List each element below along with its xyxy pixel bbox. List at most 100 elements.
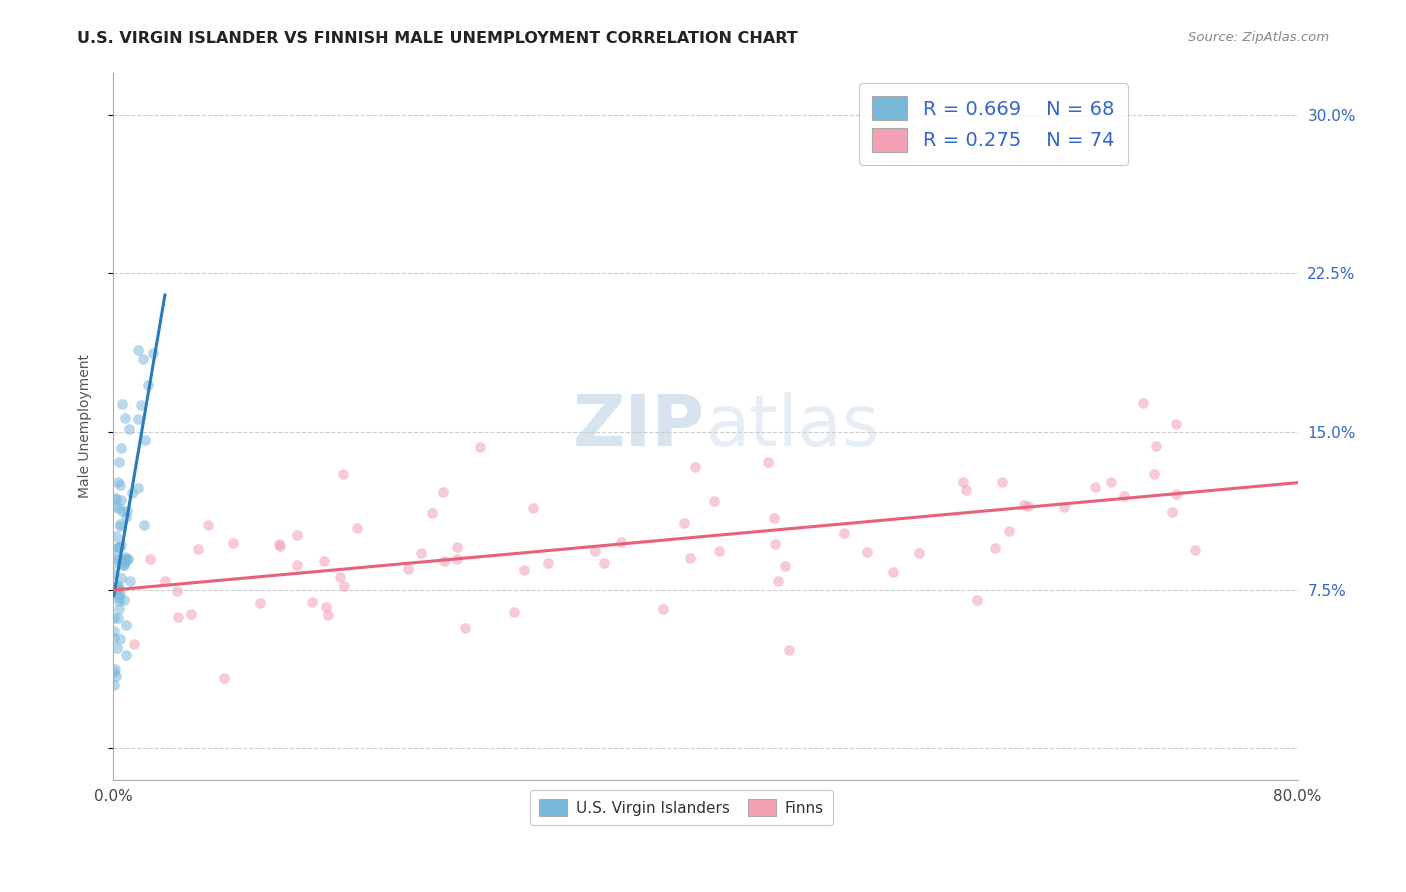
Point [329, 570, 352, 584]
Point [454, 621, 477, 635]
Point [127, 343, 149, 357]
Point [103, 678, 125, 692]
Point [955, 483, 977, 498]
Point [332, 579, 354, 593]
Point [180, 607, 202, 622]
Point [107, 455, 129, 469]
Point [212, 671, 235, 685]
Point [513, 563, 536, 577]
Point [110, 632, 132, 646]
Point [316, 607, 339, 622]
Point [1164, 487, 1187, 501]
Point [111, 397, 134, 411]
Point [990, 475, 1012, 489]
Point [610, 534, 633, 549]
Point [167, 610, 190, 624]
Point [114, 555, 136, 569]
Legend: U.S. Virgin Islanders, Finns: U.S. Virgin Islanders, Finns [530, 790, 834, 825]
Point [107, 540, 129, 554]
Point [110, 493, 132, 508]
Point [107, 552, 129, 566]
Point [107, 500, 129, 515]
Point [107, 611, 129, 625]
Point [763, 510, 786, 524]
Point [103, 665, 125, 679]
Point [105, 579, 128, 593]
Point [108, 517, 131, 532]
Point [998, 524, 1021, 538]
Point [432, 485, 454, 500]
Point [952, 475, 974, 490]
Point [108, 601, 131, 615]
Point [763, 537, 786, 551]
Point [315, 600, 337, 615]
Point [420, 506, 443, 520]
Point [110, 587, 132, 601]
Point [103, 624, 125, 639]
Point [111, 558, 134, 573]
Point [446, 552, 468, 566]
Point [112, 558, 135, 573]
Point [129, 398, 152, 412]
Point [122, 637, 145, 651]
Point [107, 475, 129, 489]
Y-axis label: Male Unemployment: Male Unemployment [79, 354, 93, 499]
Point [1142, 467, 1164, 481]
Point [115, 510, 138, 524]
Point [110, 537, 132, 551]
Point [1166, 417, 1188, 431]
Point [117, 552, 139, 566]
Point [1017, 499, 1039, 513]
Point [984, 541, 1007, 556]
Point [110, 571, 132, 585]
Point [108, 582, 131, 596]
Point [103, 611, 125, 625]
Point [1160, 505, 1182, 519]
Point [104, 491, 127, 506]
Point [433, 554, 456, 568]
Point [1053, 500, 1076, 515]
Text: atlas: atlas [706, 392, 880, 461]
Point [249, 596, 271, 610]
Point [766, 574, 789, 588]
Point [114, 552, 136, 566]
Point [127, 412, 149, 426]
Point [1132, 395, 1154, 409]
Point [908, 546, 931, 560]
Point [142, 346, 165, 360]
Point [111, 503, 134, 517]
Point [1184, 542, 1206, 557]
Point [285, 528, 308, 542]
Point [114, 410, 136, 425]
Point [105, 587, 128, 601]
Point [114, 549, 136, 564]
Point [468, 440, 491, 454]
Point [103, 566, 125, 581]
Point [107, 540, 129, 554]
Point [832, 526, 855, 541]
Point [107, 579, 129, 593]
Point [187, 541, 209, 556]
Text: U.S. VIRGIN ISLANDER VS FINNISH MALE UNEMPLOYMENT CORRELATION CHART: U.S. VIRGIN ISLANDER VS FINNISH MALE UNE… [77, 31, 799, 46]
Point [104, 582, 127, 597]
Point [197, 518, 219, 533]
Point [110, 441, 132, 455]
Point [537, 556, 560, 570]
Point [105, 668, 128, 682]
Point [117, 551, 139, 566]
Point [118, 422, 141, 436]
Point [346, 521, 368, 535]
Point [118, 574, 141, 589]
Point [166, 583, 188, 598]
Point [683, 459, 706, 474]
Point [115, 617, 138, 632]
Text: Source: ZipAtlas.com: Source: ZipAtlas.com [1188, 31, 1329, 45]
Point [127, 481, 149, 495]
Point [411, 546, 433, 560]
Point [592, 556, 614, 570]
Point [108, 478, 131, 492]
Point [104, 548, 127, 562]
Point [267, 537, 290, 551]
Point [153, 574, 176, 588]
Point [672, 516, 695, 530]
